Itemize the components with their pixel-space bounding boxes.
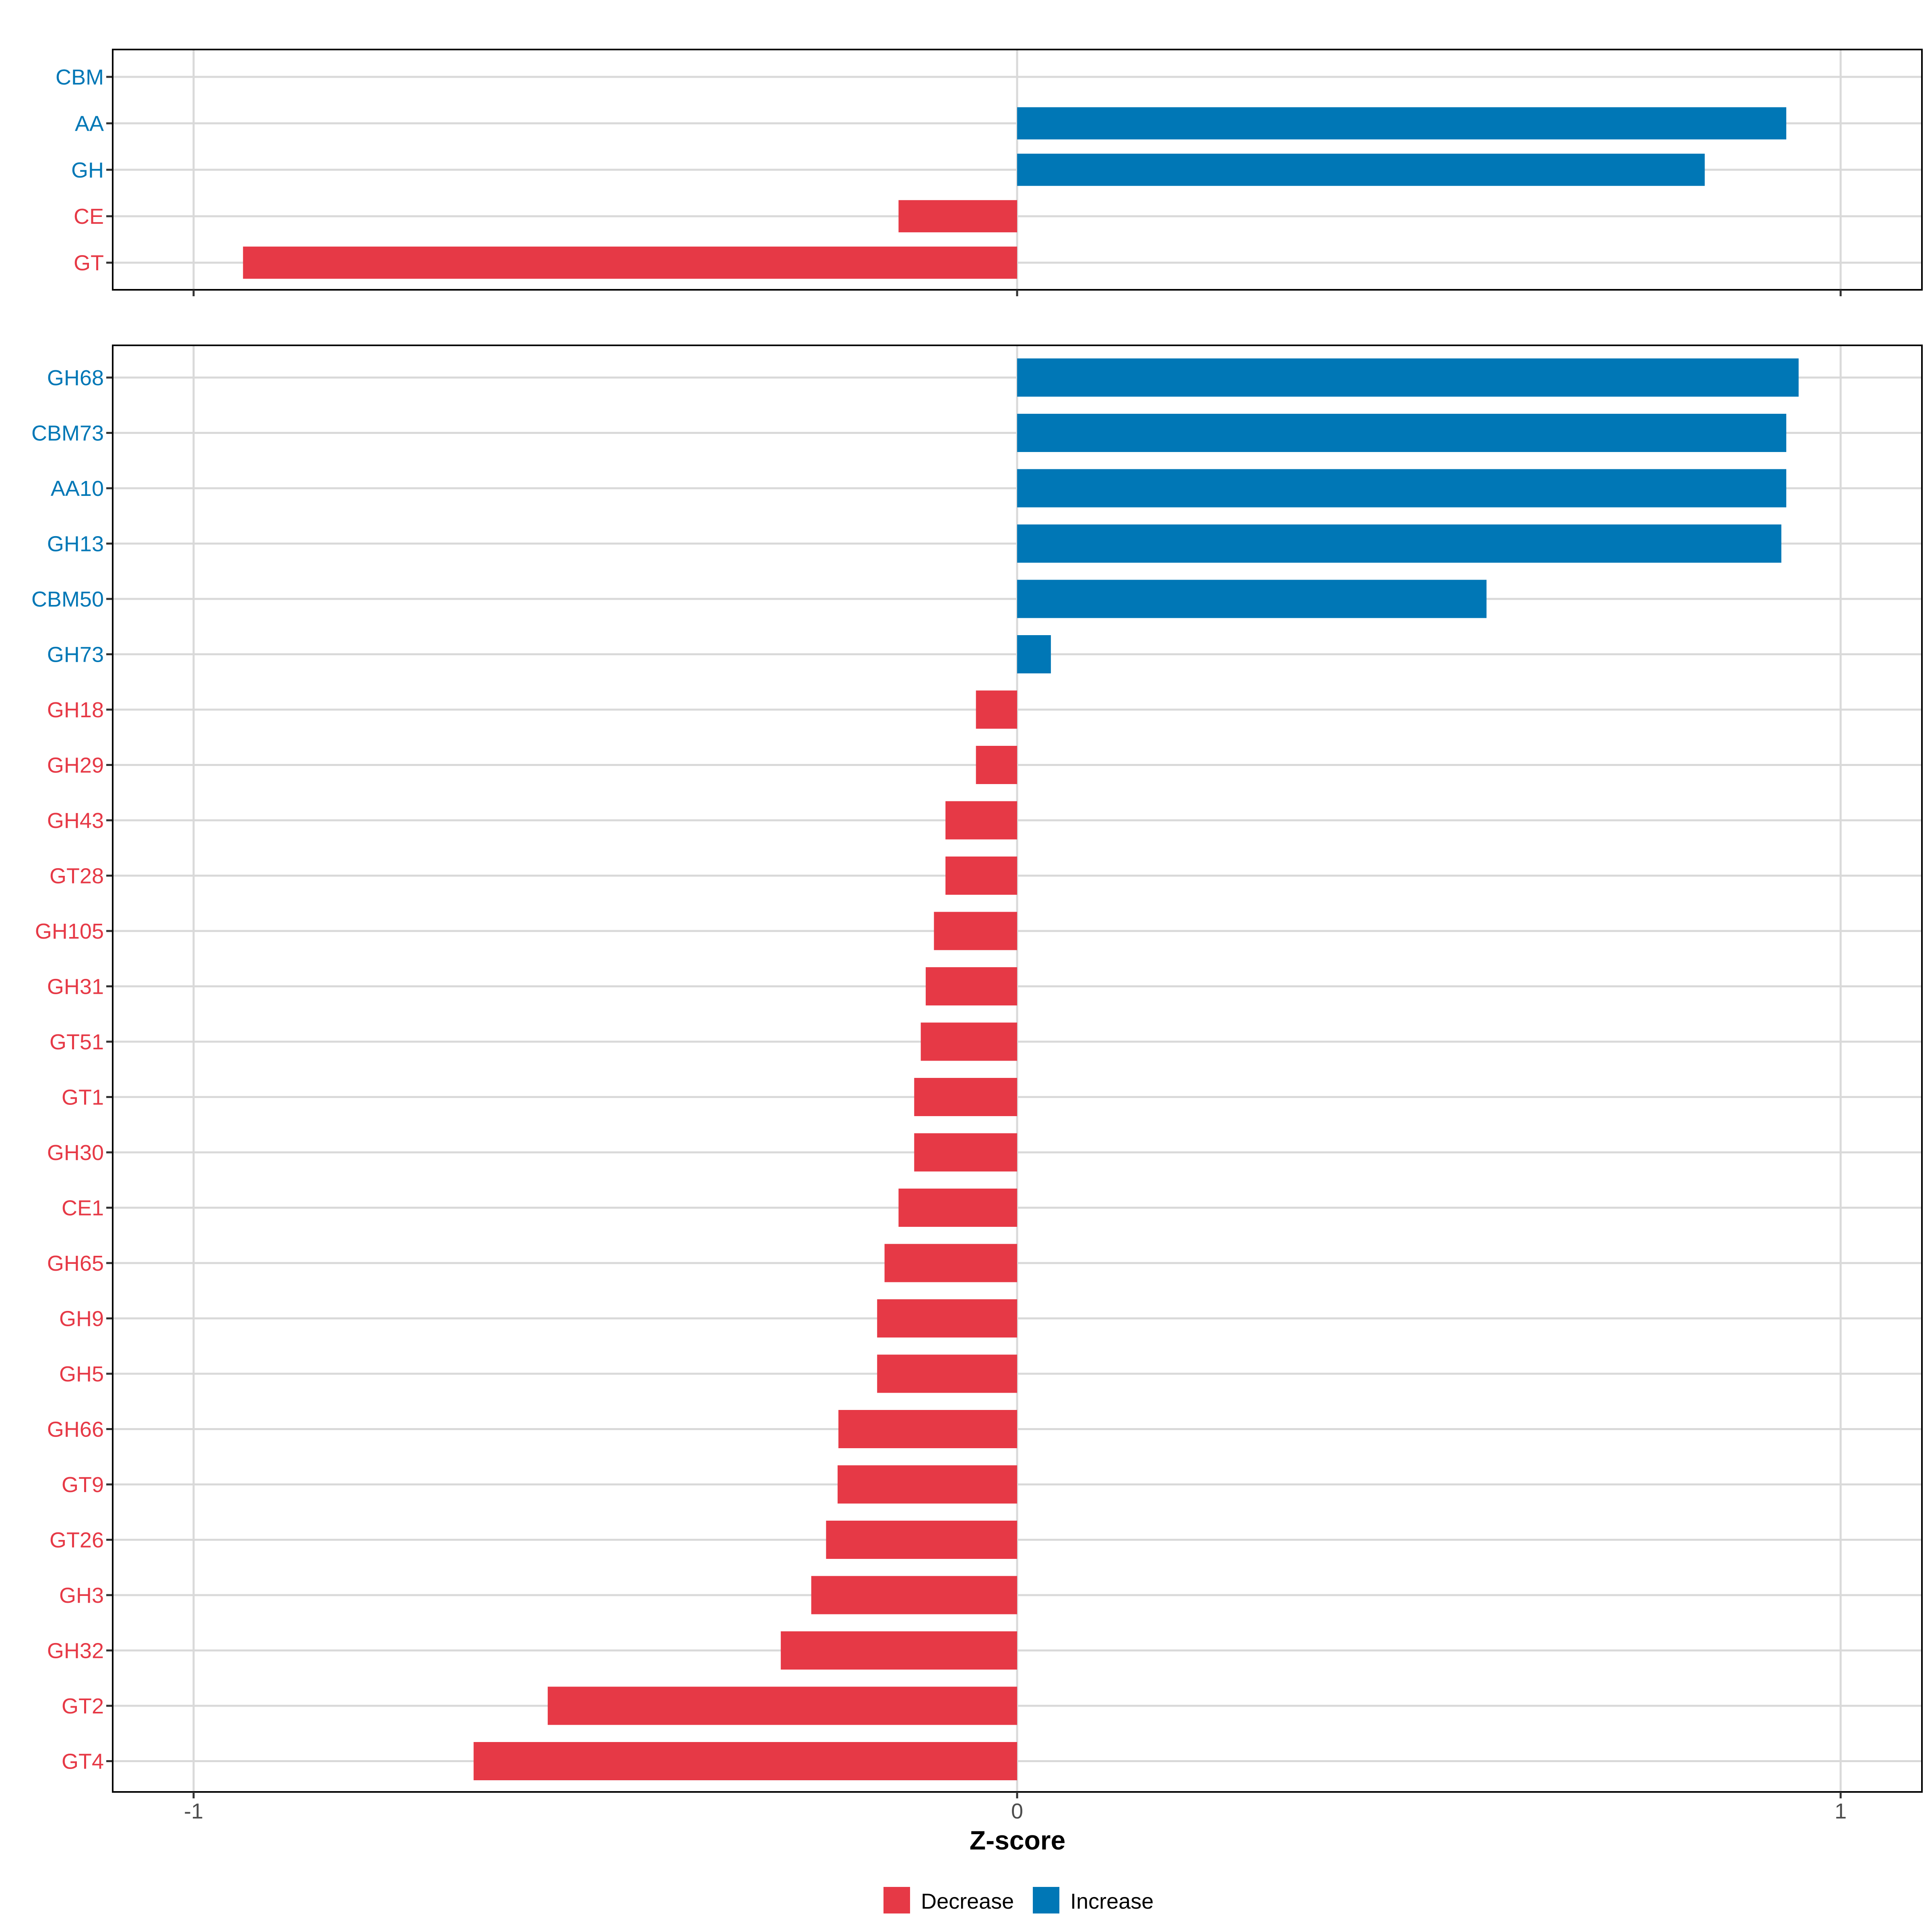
- x-tick-label: -1: [184, 1799, 203, 1823]
- bar-GT51: [921, 1022, 1017, 1061]
- bar-GH43: [945, 801, 1017, 840]
- bar-GH9: [877, 1299, 1017, 1338]
- bar-GT28: [945, 857, 1017, 895]
- y-tick-label: GH9: [59, 1307, 104, 1331]
- bar-GH32: [780, 1631, 1017, 1670]
- y-tick-label: CBM50: [31, 587, 104, 611]
- y-tick-label: GT1: [62, 1086, 104, 1110]
- bar-CBM50: [1017, 580, 1487, 618]
- legend-label-decrease: Decrease: [921, 1889, 1014, 1913]
- bar-GH73: [1017, 635, 1051, 673]
- y-tick-label: AA: [75, 111, 104, 136]
- y-tick-label: GT51: [50, 1030, 104, 1054]
- y-tick-label: GH29: [47, 753, 104, 778]
- y-tick-label: GH13: [47, 532, 104, 556]
- bar-GH105: [934, 912, 1017, 950]
- y-tick-label: GH: [71, 158, 104, 182]
- y-tick-label: CBM: [56, 65, 104, 89]
- y-tick-label: CBM73: [31, 421, 104, 446]
- y-tick-label: GH31: [47, 975, 104, 999]
- y-tick-label: GH73: [47, 643, 104, 667]
- y-tick-label: GT2: [62, 1694, 104, 1718]
- legend: Decrease Increase: [883, 1887, 1154, 1913]
- y-tick-label: AA10: [51, 477, 104, 501]
- bar-GT26: [826, 1521, 1017, 1559]
- y-tick-label: GH3: [59, 1583, 104, 1608]
- legend-label-increase: Increase: [1070, 1889, 1154, 1913]
- y-tick-label: GH30: [47, 1141, 104, 1165]
- bar-CE: [898, 200, 1017, 233]
- top-panel: CBM AA GH CE GT: [56, 49, 1923, 296]
- y-tick-label: GH32: [47, 1639, 104, 1663]
- bar-GT9: [837, 1465, 1017, 1504]
- bar-GH31: [925, 967, 1017, 1005]
- x-axis-title: Z-score: [970, 1825, 1065, 1855]
- bar-GH30: [914, 1133, 1017, 1172]
- bottom-panel: GH68 CBM73 AA10 GH13 CBM50 GH73 GH18 GH29 GH43 GT…: [31, 345, 1923, 1798]
- x-axis-ticks: -1 0 1: [184, 1799, 1847, 1823]
- y-tick-label: GH105: [35, 919, 104, 943]
- x-tick-label: 1: [1835, 1799, 1847, 1823]
- y-tick-label: CE1: [62, 1196, 104, 1220]
- bar-GH29: [976, 746, 1017, 784]
- bar-AA: [1017, 107, 1786, 140]
- y-tick-label: GT28: [50, 864, 104, 888]
- bar-AA10: [1017, 469, 1786, 508]
- y-tick-label: GT26: [50, 1528, 104, 1552]
- y-tick-label: GH43: [47, 809, 104, 833]
- bar-GH65: [884, 1244, 1017, 1282]
- y-tick-label: GT: [74, 251, 104, 275]
- legend-swatch-decrease: [883, 1887, 910, 1913]
- y-tick-label: GT9: [62, 1473, 104, 1497]
- bar-GH13: [1017, 524, 1781, 563]
- bar-GH68: [1017, 358, 1799, 397]
- bar-GH5: [877, 1354, 1017, 1393]
- y-tick-label: GH66: [47, 1418, 104, 1442]
- bar-GH18: [976, 690, 1017, 729]
- bar-GH66: [838, 1410, 1017, 1448]
- bar-GH3: [811, 1576, 1017, 1614]
- y-tick-label: GH18: [47, 698, 104, 722]
- bar-GT: [243, 246, 1017, 279]
- y-tick-label: GH68: [47, 366, 104, 390]
- x-tick-label: 0: [1011, 1799, 1023, 1823]
- bar-GT4: [473, 1742, 1017, 1780]
- bar-CE1: [898, 1189, 1017, 1227]
- bar-GH: [1017, 153, 1705, 186]
- y-tick-label: CE: [74, 204, 104, 229]
- bar-CBM73: [1017, 414, 1786, 452]
- bar-GT2: [547, 1686, 1017, 1725]
- legend-swatch-increase: [1033, 1887, 1059, 1913]
- y-tick-label: GH65: [47, 1251, 104, 1276]
- y-tick-label: GH5: [59, 1362, 104, 1386]
- y-tick-label: GT4: [62, 1750, 104, 1774]
- bar-GT1: [914, 1078, 1017, 1116]
